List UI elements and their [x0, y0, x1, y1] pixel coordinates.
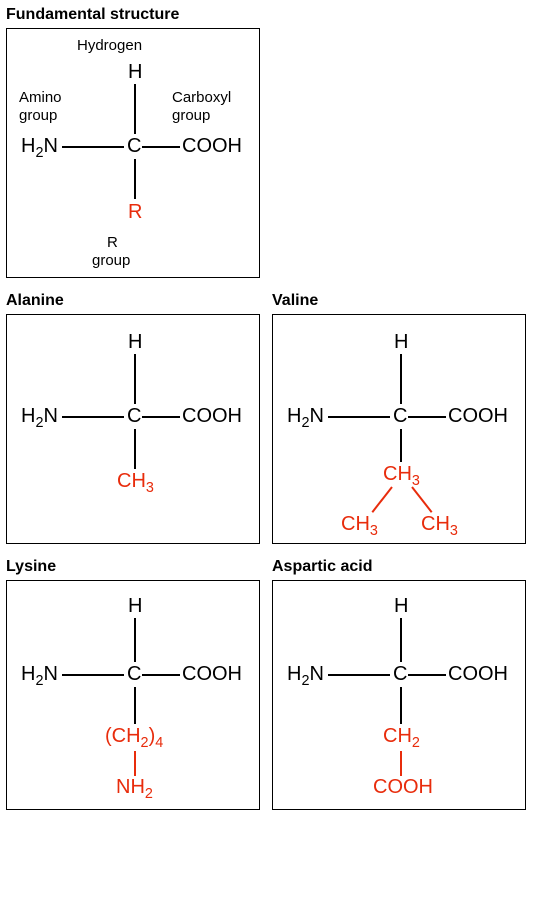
- bond-n-c: [62, 416, 124, 418]
- bond-c-r: [400, 429, 402, 462]
- label-hydrogen: Hydrogen: [77, 37, 142, 54]
- bond-n-c: [328, 674, 390, 676]
- bond-c-r1: [400, 687, 402, 724]
- bond-n-c: [62, 146, 124, 148]
- atom-r-top: CH2: [383, 725, 420, 748]
- bond-h-c: [400, 354, 402, 404]
- label-r-1: R: [107, 234, 118, 251]
- atom-amino: H2N: [287, 405, 324, 428]
- bond-n-c: [328, 416, 390, 418]
- atom-r-right: CH3: [421, 513, 458, 536]
- panel-alanine: Alanine H H2N C COOH CH3: [6, 292, 260, 544]
- atom-r-top: (CH2)4: [105, 725, 163, 748]
- atom-h: H: [128, 61, 142, 84]
- bond-c-cooh: [142, 674, 180, 676]
- box-fundamental: Hydrogen Amino group Carboxyl group R gr…: [6, 28, 260, 278]
- atom-c: C: [393, 405, 407, 428]
- atom-h: H: [128, 331, 142, 354]
- label-amino-2: group: [19, 107, 57, 124]
- bond-r1-r2: [400, 751, 402, 776]
- bond-c-cooh: [142, 146, 180, 148]
- atom-r-top: CH3: [383, 463, 420, 486]
- panel-fundamental: Fundamental structure Hydrogen Amino gro…: [6, 6, 260, 278]
- row-2: Alanine H H2N C COOH CH3 Valine H H2N C …: [6, 292, 538, 544]
- panel-lysine: Lysine H H2N C COOH (CH2)4 NH2: [6, 558, 260, 810]
- atom-r-bot: COOH: [373, 776, 433, 799]
- atom-c: C: [127, 135, 141, 158]
- atom-r: CH3: [117, 470, 154, 493]
- bond-h-c: [134, 618, 136, 662]
- bond-c-r1: [134, 687, 136, 724]
- box-valine: H H2N C COOH CH3 CH3 CH3: [272, 314, 526, 544]
- bond-c-cooh: [142, 416, 180, 418]
- atom-cooh: COOH: [182, 663, 242, 686]
- atom-r-left: CH3: [341, 513, 378, 536]
- title-aspartic: Aspartic acid: [272, 558, 526, 576]
- title-valine: Valine: [272, 292, 526, 310]
- row-fundamental: Fundamental structure Hydrogen Amino gro…: [6, 6, 538, 278]
- label-carboxyl-1: Carboxyl: [172, 89, 231, 106]
- box-alanine: H H2N C COOH CH3: [6, 314, 260, 544]
- bond-c-r: [134, 429, 136, 469]
- label-amino-1: Amino: [19, 89, 62, 106]
- title-fundamental: Fundamental structure: [6, 6, 260, 24]
- atom-amino: H2N: [287, 663, 324, 686]
- label-carboxyl-2: group: [172, 107, 210, 124]
- panel-valine: Valine H H2N C COOH CH3 CH3 CH3: [272, 292, 526, 544]
- atom-r: R: [128, 201, 142, 224]
- label-r-2: group: [92, 252, 130, 269]
- atom-cooh: COOH: [448, 663, 508, 686]
- panel-aspartic: Aspartic acid H H2N C COOH CH2 COOH: [272, 558, 526, 810]
- atom-amino: H2N: [21, 405, 58, 428]
- atom-h: H: [394, 595, 408, 618]
- atom-c: C: [127, 663, 141, 686]
- bond-c-r: [134, 159, 136, 199]
- bond-n-c: [62, 674, 124, 676]
- title-lysine: Lysine: [6, 558, 260, 576]
- atom-cooh: COOH: [182, 135, 242, 158]
- bond-h-c: [134, 84, 136, 134]
- atom-c: C: [393, 663, 407, 686]
- bond-h-c: [400, 618, 402, 662]
- row-3: Lysine H H2N C COOH (CH2)4 NH2 Aspartic …: [6, 558, 538, 810]
- bond-h-c: [134, 354, 136, 404]
- bond-r-right: [411, 486, 432, 512]
- atom-amino: H2N: [21, 663, 58, 686]
- atom-cooh: COOH: [448, 405, 508, 428]
- bond-r1-r2: [134, 751, 136, 776]
- atom-h: H: [394, 331, 408, 354]
- atom-amino: H2N: [21, 135, 58, 158]
- bond-c-cooh: [408, 416, 446, 418]
- bond-r-left: [372, 486, 393, 512]
- box-aspartic: H H2N C COOH CH2 COOH: [272, 580, 526, 810]
- title-alanine: Alanine: [6, 292, 260, 310]
- box-lysine: H H2N C COOH (CH2)4 NH2: [6, 580, 260, 810]
- atom-cooh: COOH: [182, 405, 242, 428]
- atom-c: C: [127, 405, 141, 428]
- atom-r-bot: NH2: [116, 776, 153, 799]
- bond-c-cooh: [408, 674, 446, 676]
- atom-h: H: [128, 595, 142, 618]
